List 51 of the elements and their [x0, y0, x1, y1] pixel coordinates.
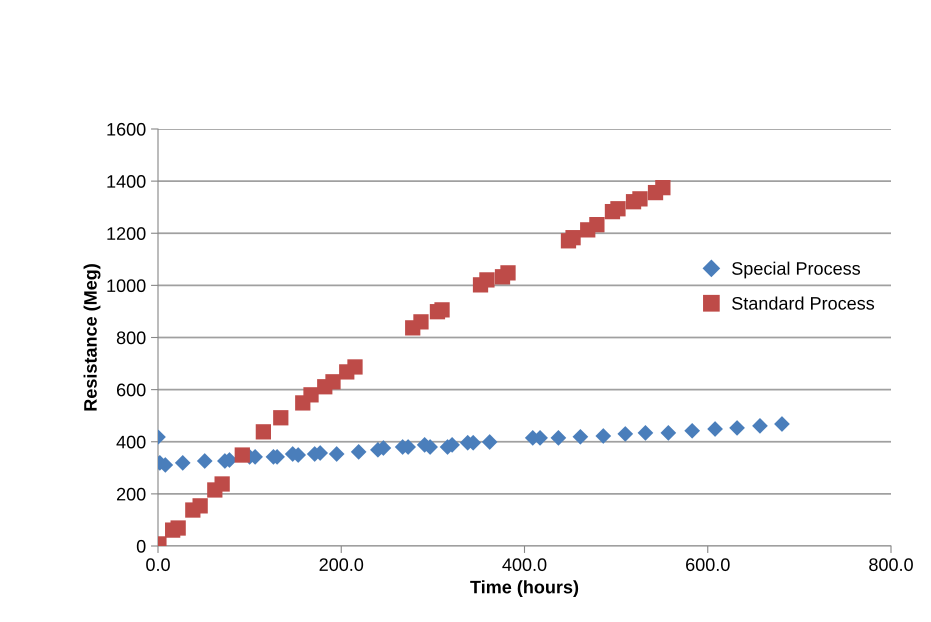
point	[192, 498, 208, 514]
point	[550, 430, 566, 446]
point	[752, 418, 768, 434]
point	[638, 425, 654, 441]
point	[303, 387, 319, 402]
y-tick-label: 0	[136, 540, 146, 553]
y-tick-label: 600	[116, 384, 146, 396]
point	[617, 426, 634, 442]
y-tick-label: 400	[116, 436, 146, 448]
y-tick-label: 1200	[107, 227, 146, 240]
point	[273, 410, 288, 426]
point	[170, 520, 186, 536]
point	[632, 191, 648, 206]
point	[350, 444, 367, 460]
y-tick-label: 1600	[107, 122, 146, 136]
x-tick-label: 400.0	[502, 558, 546, 572]
y-tick-label: 1000	[107, 279, 146, 292]
point	[684, 422, 700, 439]
x-tick-label: 800.0	[869, 558, 913, 572]
point	[196, 453, 213, 469]
point	[660, 425, 676, 441]
point	[325, 374, 341, 390]
point	[174, 455, 191, 471]
point	[413, 314, 429, 330]
y-axis-title: Resistance (Meg)	[84, 264, 100, 411]
y-tick-label: 200	[116, 488, 146, 501]
point	[347, 359, 363, 375]
point	[482, 434, 498, 450]
point	[595, 428, 612, 444]
legend-label: Special Process	[732, 262, 860, 278]
point	[572, 428, 588, 445]
point	[214, 476, 230, 492]
y-tick-label: 1400	[107, 175, 146, 188]
point	[774, 416, 790, 432]
point	[434, 302, 450, 318]
point	[610, 201, 626, 216]
point	[479, 272, 495, 288]
point	[589, 217, 605, 232]
x-tick-label: 0.0	[146, 558, 170, 572]
x-tick-label: 600.0	[686, 558, 730, 572]
point	[655, 180, 670, 196]
point	[565, 230, 581, 246]
x-axis-title: Time (hours)	[470, 580, 578, 598]
y-tick-label: 800	[116, 331, 146, 344]
x-tick-label: 200.0	[320, 558, 364, 572]
point	[729, 420, 745, 436]
point	[500, 265, 516, 281]
point	[328, 446, 345, 462]
point	[256, 424, 272, 440]
legend-label: Standard Process	[732, 296, 874, 310]
point	[707, 421, 723, 437]
